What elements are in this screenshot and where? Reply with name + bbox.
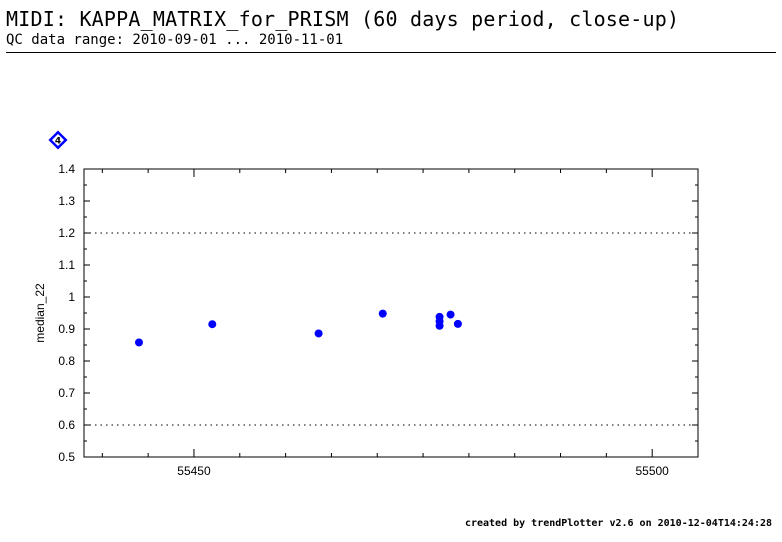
y-tick-label: 1.4 (58, 162, 75, 176)
data-point (446, 310, 455, 319)
page-title: MIDI: KAPPA_MATRIX_for_PRISM (60 days pe… (6, 7, 680, 31)
x-tick-label: 55450 (177, 464, 211, 478)
header-divider (6, 52, 776, 53)
plot-frame (83, 168, 699, 458)
y-tick-label: 1.3 (58, 194, 75, 208)
y-tick-label: 1 (68, 290, 75, 304)
y-tick-label: 1.1 (58, 258, 75, 272)
diamond-marker-icon (48, 130, 68, 150)
y-tick-label: 0.7 (58, 386, 75, 400)
header: MIDI: KAPPA_MATRIX_for_PRISM (60 days pe… (6, 8, 776, 48)
marker-label: 4 (55, 137, 61, 147)
data-point (378, 309, 387, 318)
page-subtitle: QC data range: 2010-09-01 ... 2010-11-01 (6, 32, 344, 48)
data-point (208, 320, 217, 329)
y-tick-label: 1.2 (58, 226, 75, 240)
y-axis-label: median_22 (33, 283, 47, 343)
y-tick-label: 0.5 (58, 450, 75, 464)
data-point (314, 329, 323, 338)
data-point (435, 321, 444, 330)
y-tick-label: 0.8 (58, 354, 75, 368)
footer-credit: created by trendPlotter v2.6 on 2010-12-… (464, 518, 772, 529)
y-tick-label: 0.6 (58, 418, 75, 432)
data-point (453, 319, 462, 328)
x-tick-label: 55500 (635, 464, 669, 478)
data-point (134, 338, 143, 347)
y-tick-label: 0.9 (58, 322, 75, 336)
